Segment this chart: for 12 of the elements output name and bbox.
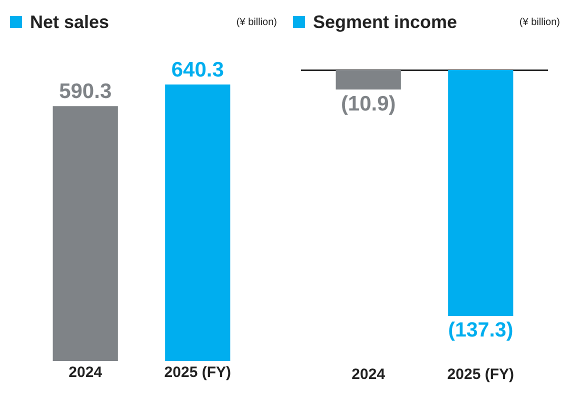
- data-label: 590.3: [59, 80, 112, 104]
- x-tick-label: 2024: [352, 366, 386, 383]
- x-tick-label: 2024: [68, 364, 103, 381]
- chart-title: Segment income: [313, 12, 458, 32]
- x-tick-label: 2025 (FY): [164, 364, 231, 381]
- data-label: (137.3): [448, 318, 514, 342]
- chart-title: Net sales: [30, 12, 110, 32]
- chart-subtitle: (¥ billion): [519, 16, 560, 28]
- chart-subtitle: (¥ billion): [236, 16, 277, 28]
- x-tick-label: 2025 (FY): [447, 366, 514, 383]
- data-label: (10.9): [340, 92, 396, 116]
- data-label: 640.3: [171, 58, 224, 82]
